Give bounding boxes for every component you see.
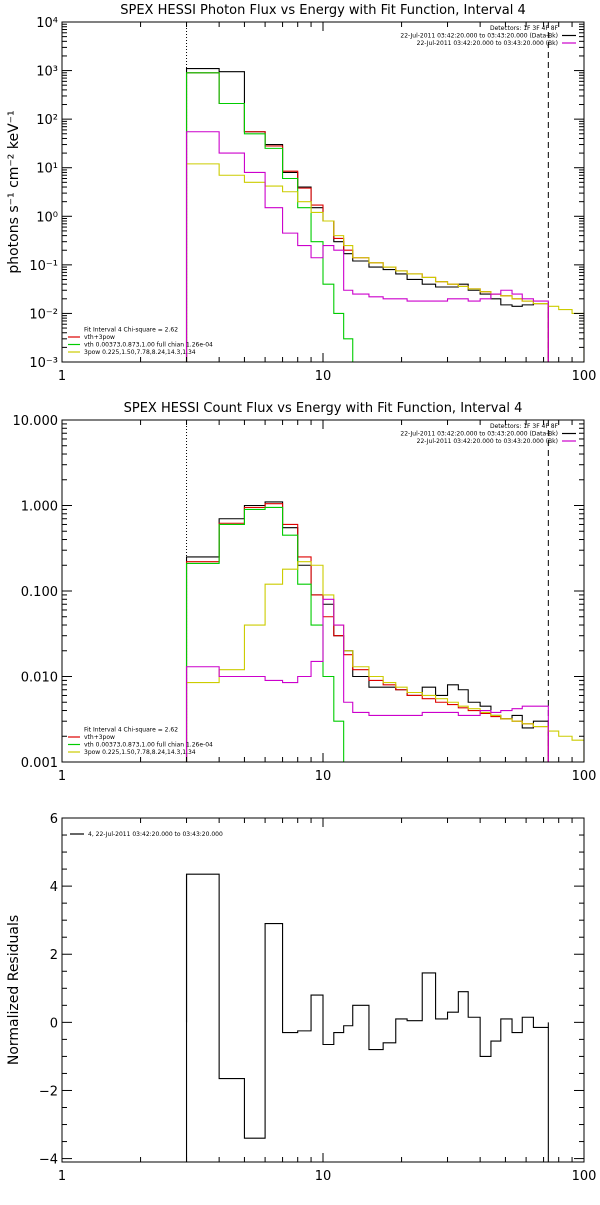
series-line-3 xyxy=(185,506,345,762)
series-line-3 xyxy=(185,72,354,362)
chart-title: SPEX HESSI Count Flux vs Energy with Fit… xyxy=(124,401,523,416)
legend-entry-text: vth 0.00373,0.873,1.00 full chian 1.26e-… xyxy=(84,342,213,349)
legend-entry-text: Fit Interval 4 Chi-square = 2.62 xyxy=(84,327,178,334)
y-tick-label: 1.000 xyxy=(21,500,58,515)
plot-frame xyxy=(61,21,585,363)
y-tick-label: 10⁻² xyxy=(29,307,58,322)
series-group xyxy=(185,68,584,362)
y-tick-label: 10³ xyxy=(36,65,58,80)
legend-entry-text: Detectors: 1F 3F 4F 8F xyxy=(490,423,559,430)
legend-entry-text: Fit Interval 4 Chi-square = 2.62 xyxy=(84,727,178,734)
x-tick-label: 1 xyxy=(58,769,66,784)
y-axis-title: Normalized Residuals xyxy=(6,915,22,1065)
plot-frame xyxy=(61,817,585,1163)
legend-entry-text: 22-Jul-2011 03:42:20.000 to 03:43:20.000… xyxy=(400,33,558,40)
legend-entry-text: 22-Jul-2011 03:42:20.000 to 03:43:20.000… xyxy=(417,40,558,47)
x-tick-label: 10 xyxy=(315,1169,332,1184)
x-tick-label: 10 xyxy=(315,369,332,384)
y-tick-label: 0.100 xyxy=(21,585,58,600)
x-tick-label: 10 xyxy=(315,769,332,784)
legend-entry-text: 3pow 0.225,1.50,7.78,8.24,14.3,1.34 xyxy=(84,749,196,756)
series-line-5 xyxy=(185,131,549,362)
series-line-1 xyxy=(185,68,549,362)
legend-entry-text: vth 0.00373,0.873,1.00 full chian 1.26e-… xyxy=(84,742,213,749)
chart-panel-1: SPEX HESSI Photon Flux vs Energy with Fi… xyxy=(6,3,596,384)
series-line-4 xyxy=(185,561,584,762)
y-tick-label: 6 xyxy=(50,812,58,827)
chart-panel-2: SPEX HESSI Count Flux vs Energy with Fit… xyxy=(13,401,597,784)
y-tick-label: 0 xyxy=(50,1016,58,1031)
series-line-4 xyxy=(185,163,584,362)
y-tick-label: 10² xyxy=(36,113,58,128)
series-line-2 xyxy=(185,72,549,362)
y-tick-label: 2 xyxy=(50,948,58,963)
y-tick-label: −2 xyxy=(39,1084,58,1099)
legend-entry-text: Detectors: 1F 3F 4F 8F xyxy=(490,25,559,32)
y-tick-label: 0.010 xyxy=(21,671,58,686)
y-tick-label: 10¹ xyxy=(36,162,58,177)
y-tick-label: −4 xyxy=(39,1153,58,1168)
y-tick-label: 10⁴ xyxy=(36,16,58,31)
x-tick-label: 100 xyxy=(572,769,597,784)
series-line-2 xyxy=(185,503,549,762)
legend-entry-text: 4, 22-Jul-2011 03:42:20.000 to 03:43:20.… xyxy=(88,831,223,838)
chart-title: SPEX HESSI Photon Flux vs Energy with Fi… xyxy=(120,3,526,18)
legend-entry-text: 22-Jul-2011 03:42:20.000 to 03:43:20.000… xyxy=(417,438,558,445)
legend-entry-text: vth+3pow xyxy=(84,334,115,341)
x-tick-label: 1 xyxy=(58,369,66,384)
series-line-5 xyxy=(185,598,549,762)
y-tick-label: 0.001 xyxy=(21,756,58,771)
legend-entry-text: 22-Jul-2011 03:42:20.000 to 03:43:20.000… xyxy=(400,431,558,438)
y-tick-label: 10⁻³ xyxy=(29,356,58,371)
series-line-1 xyxy=(185,873,549,1139)
x-tick-label: 1 xyxy=(58,1169,66,1184)
legend-entry-text: vth+3pow xyxy=(84,734,115,741)
y-tick-label: 10⁻¹ xyxy=(29,259,58,274)
y-axis-title: photons s⁻¹ cm⁻² keV⁻¹ xyxy=(6,110,22,273)
series-group xyxy=(185,873,549,1162)
legend-entry-text: 3pow 0.225,1.50,7.78,8.24,14.3,1.34 xyxy=(84,349,196,356)
series-group xyxy=(185,501,584,762)
chart-panel-3: Normalized Residuals 1 10 100 −4 −2 0 2 4 6 4, 22-… xyxy=(6,812,596,1184)
y-tick-label: 10.000 xyxy=(13,414,59,429)
x-tick-label: 100 xyxy=(572,369,597,384)
y-tick-label: 4 xyxy=(50,880,58,895)
series-line-1 xyxy=(185,501,549,762)
x-tick-label: 100 xyxy=(572,1169,597,1184)
y-tick-label: 10⁰ xyxy=(36,210,58,225)
